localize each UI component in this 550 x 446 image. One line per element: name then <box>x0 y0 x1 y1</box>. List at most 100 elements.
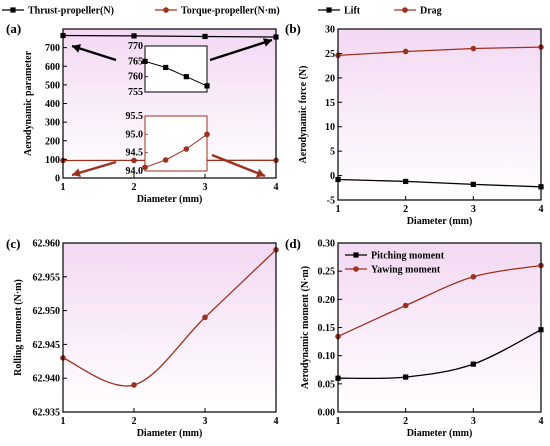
data-point <box>202 33 208 40</box>
inset-tick-label: 765 <box>128 56 143 67</box>
x-axis-label: Diameter (mm) <box>137 428 203 439</box>
y-tick-label: 600 <box>45 62 60 73</box>
inset-arrow <box>211 153 266 178</box>
y-tick-label: 62.955 <box>33 272 61 283</box>
legend-marker <box>402 7 408 13</box>
x-tick-label: 1 <box>61 416 66 427</box>
y-axis-label: Rolling moment (N·m) <box>13 279 24 376</box>
inset-frame <box>144 115 208 172</box>
data-point <box>470 45 477 52</box>
legend-b: Lift Drag <box>318 6 442 17</box>
data-point <box>131 157 137 164</box>
legend-marker <box>163 7 169 13</box>
legend-marker <box>353 266 359 272</box>
panel-letter: (b) <box>285 21 301 36</box>
inset-tick-label: 755 <box>128 87 143 98</box>
inset-1: 755 760 765 770 <box>71 38 273 98</box>
inset-point <box>204 131 210 138</box>
y-tick-label: 62.960 <box>33 239 61 250</box>
y-tick-label: 15 <box>325 98 335 109</box>
data-point <box>470 274 477 280</box>
legend-d: Pitching moment Yawing moment <box>345 251 445 276</box>
x-tick-label: 1 <box>336 416 341 427</box>
legend-label: Yawing moment <box>371 265 441 276</box>
y-tick-label: 500 <box>45 80 60 91</box>
x-tick-label: 3 <box>203 416 208 427</box>
y-tick-label: 200 <box>45 136 60 147</box>
y-tick-label: 62.940 <box>33 374 61 385</box>
x-tick-label: 2 <box>132 182 137 193</box>
legend-marker <box>10 7 16 13</box>
inset-line <box>144 60 208 87</box>
inset-point <box>142 164 148 171</box>
legend-marker <box>326 7 332 13</box>
inset-tick-label: 95.5 <box>126 111 144 122</box>
panel-4: 1 2 3 4 0.00 0.05 0.10 0.15 0.20 0.25 0.30 Diameter… <box>285 236 544 439</box>
series-line-1 <box>62 249 277 387</box>
y-tick-label: 0 <box>55 174 60 185</box>
y-tick-label: 10 <box>325 122 335 133</box>
y-tick-label: 62.950 <box>33 306 61 317</box>
y-tick-label: 0.05 <box>318 379 336 390</box>
x-tick-label: 3 <box>471 204 476 215</box>
x-tick-label: 4 <box>539 204 544 215</box>
y-tick-label: 0.15 <box>318 323 336 334</box>
series-line-2 <box>337 46 542 57</box>
data-point <box>402 48 409 55</box>
inset-tick-label: 760 <box>128 72 143 83</box>
data-point <box>202 314 208 321</box>
plot-area <box>338 243 541 412</box>
inset-2: 94.0 94.5 95.0 95.5 <box>71 111 266 178</box>
x-tick-label: 2 <box>132 416 137 427</box>
data-point <box>470 181 476 187</box>
legend-label: Pitching moment <box>371 251 445 262</box>
plot-area <box>338 29 541 200</box>
x-tick-label: 2 <box>403 204 408 215</box>
data-point <box>402 302 409 309</box>
series-line-2 <box>337 264 542 338</box>
legend-label: Torque-propeller(N·m) <box>181 6 280 17</box>
y-tick-label: 0.20 <box>318 295 336 306</box>
inset-arrow-head <box>255 168 265 178</box>
legend-a: Thrust-propeller(N) Torque-propeller(N·m) <box>2 6 280 17</box>
y-tick-label: 400 <box>45 99 60 110</box>
data-point <box>131 382 137 388</box>
series-line-1 <box>337 329 542 380</box>
x-tick-label: 3 <box>203 182 208 193</box>
inset-point <box>183 146 190 152</box>
axes-frame <box>62 242 277 413</box>
y-tick-label: 30 <box>325 25 335 36</box>
axes-frame <box>337 28 542 201</box>
inset-point <box>163 64 169 71</box>
legend-marker <box>353 252 359 258</box>
x-tick-label: 4 <box>274 416 279 427</box>
y-tick-label: 62.945 <box>33 340 61 351</box>
panel-letter: (a) <box>6 21 21 36</box>
x-tick-label: 1 <box>61 182 66 193</box>
y-tick-label: 5 <box>330 147 335 158</box>
inset-tick-label: 94.0 <box>126 166 144 177</box>
legend-label: Drag <box>420 6 442 17</box>
y-tick-label: 0.30 <box>318 239 336 250</box>
y-tick-label: 0.00 <box>318 408 336 419</box>
inset-tick-label: 94.5 <box>126 148 144 159</box>
x-tick-label: 4 <box>274 182 279 193</box>
inset-arrow-head <box>72 168 81 178</box>
x-tick-label: 4 <box>539 416 544 427</box>
inset-tick-label: 770 <box>128 41 143 52</box>
data-point <box>131 33 137 39</box>
y-tick-label: 0 <box>330 171 335 182</box>
y-axis-label: Aerodynamic parameter <box>23 50 34 156</box>
inset-arrow-head <box>263 38 272 47</box>
y-tick-label: 25 <box>325 49 335 60</box>
inset-frame <box>144 45 208 93</box>
x-axis-label: Diameter (mm) <box>407 428 473 439</box>
y-tick-label: 0.10 <box>318 351 336 362</box>
data-point <box>470 361 476 367</box>
inset-arrow-head <box>72 44 81 53</box>
panel-letter: (d) <box>285 236 301 251</box>
y-tick-label: 20 <box>325 73 335 84</box>
plot-area <box>63 243 276 412</box>
panel-2: 1 2 3 4 -5 0 5 10 15 20 25 30 Diameter (mm) Aerodynam… <box>285 21 544 227</box>
